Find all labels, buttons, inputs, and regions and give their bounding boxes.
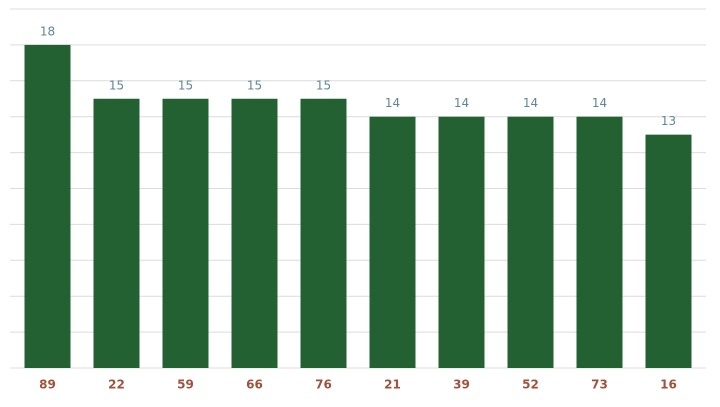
x-tick-label: 22 [108, 378, 125, 392]
x-tick-label: 21 [384, 378, 401, 392]
x-tick-label: 59 [177, 378, 194, 392]
value-label: 14 [385, 96, 400, 110]
x-tick-label: 39 [453, 378, 470, 392]
bar [645, 134, 692, 368]
value-label: 15 [316, 78, 331, 92]
bar [231, 98, 278, 368]
x-tick-label: 73 [591, 378, 608, 392]
value-label: 15 [247, 78, 262, 92]
bar [24, 44, 71, 369]
value-label: 14 [454, 96, 469, 110]
bar [438, 116, 485, 368]
value-label: 13 [661, 114, 676, 128]
x-tick-label: 52 [522, 378, 539, 392]
value-label: 14 [523, 96, 538, 110]
x-tick-label: 16 [660, 378, 677, 392]
value-label: 14 [592, 96, 607, 110]
value-label: 15 [109, 78, 124, 92]
bar [507, 116, 554, 368]
bar [369, 116, 416, 368]
x-tick-label: 76 [315, 378, 332, 392]
value-label: 15 [178, 78, 193, 92]
x-tick-label: 66 [246, 378, 263, 392]
value-label: 18 [40, 24, 55, 38]
x-tick-label: 89 [39, 378, 56, 392]
bar [576, 116, 623, 368]
bar [162, 98, 209, 368]
bar [300, 98, 347, 368]
bar [93, 98, 140, 368]
